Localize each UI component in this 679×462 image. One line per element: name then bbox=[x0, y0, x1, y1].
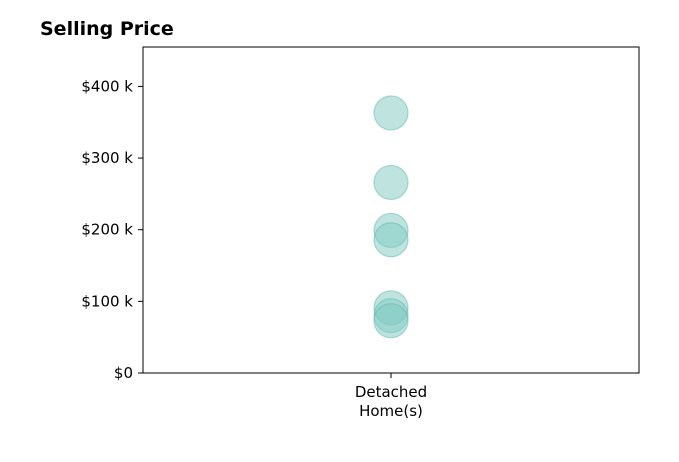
y-tick-label: $200 k bbox=[81, 221, 133, 239]
x-tick-label: Detached Home(s) bbox=[355, 383, 427, 420]
data-point bbox=[373, 95, 409, 131]
y-tick-label: $300 k bbox=[81, 149, 133, 167]
data-point bbox=[373, 222, 409, 258]
data-point bbox=[373, 164, 409, 201]
y-tick-label: $400 k bbox=[81, 77, 133, 95]
chart-title: Selling Price bbox=[40, 18, 174, 40]
data-point bbox=[373, 303, 409, 339]
plot-area: $0 $100 k $200 k $300 k $400 k Detached Home(s… bbox=[81, 46, 640, 420]
y-tick-label: $100 k bbox=[81, 292, 133, 310]
y-tick-label: $0 bbox=[114, 364, 133, 382]
